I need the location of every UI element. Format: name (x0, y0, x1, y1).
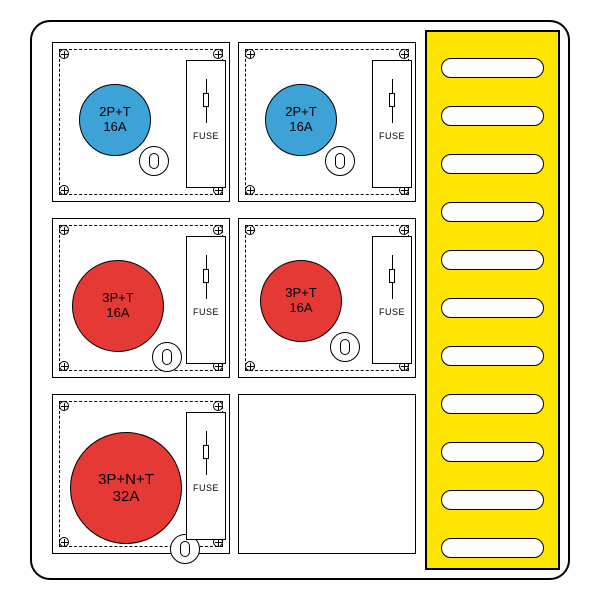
cee-socket[interactable]: 2P+T 16A (79, 84, 151, 156)
blank-panel (238, 394, 416, 554)
fuse-holder[interactable]: FUSE (186, 60, 226, 188)
fuse-cartridge-icon (203, 445, 209, 459)
screw-icon (399, 49, 409, 59)
fuse-holder[interactable]: FUSE (186, 236, 226, 364)
socket-rating-label: 2P+T 16A (80, 105, 150, 135)
socket-latch[interactable] (330, 332, 360, 362)
fuse-label: FUSE (373, 131, 411, 141)
socket-module-row2-col2: 3P+T 16A FUSE (238, 218, 416, 378)
fuse-label: FUSE (373, 307, 411, 317)
socket-module-row1-col1: 2P+T 16A FUSE (52, 42, 230, 202)
module-inner: 3P+T 16A FUSE (59, 225, 223, 371)
latch-handle-icon (340, 339, 350, 355)
fuse-label: FUSE (187, 131, 225, 141)
screw-icon (245, 225, 255, 235)
din-rail-panel (425, 30, 560, 570)
socket-latch[interactable] (325, 146, 355, 176)
socket-module-row2-col1: 3P+T 16A FUSE (52, 218, 230, 378)
module-inner: 2P+T 16A FUSE (59, 49, 223, 195)
fuse-cartridge-icon (203, 93, 209, 107)
screw-icon (213, 49, 223, 59)
screw-icon (213, 225, 223, 235)
screw-icon (59, 537, 69, 547)
fuse-label: FUSE (187, 307, 225, 317)
socket-latch[interactable] (152, 342, 182, 372)
socket-latch[interactable] (139, 146, 169, 176)
latch-handle-icon (149, 153, 159, 169)
din-slot (441, 442, 544, 462)
socket-rating-label: 3P+T 16A (261, 286, 341, 316)
screw-icon (59, 185, 69, 195)
din-slot (441, 154, 544, 174)
latch-handle-icon (180, 541, 190, 557)
screw-icon (59, 401, 69, 411)
screw-icon (59, 225, 69, 235)
din-slot (441, 298, 544, 318)
din-slot (441, 202, 544, 222)
latch-handle-icon (335, 153, 345, 169)
screw-icon (213, 401, 223, 411)
din-slot (441, 490, 544, 510)
din-slot (441, 250, 544, 270)
din-slot (441, 538, 544, 558)
socket-rating-label: 3P+T 16A (73, 291, 163, 321)
socket-rating-label: 2P+T 16A (266, 105, 336, 135)
screw-icon (59, 49, 69, 59)
module-inner: 2P+T 16A FUSE (245, 49, 409, 195)
fuse-cartridge-icon (203, 269, 209, 283)
cee-socket[interactable]: 3P+T 16A (72, 260, 164, 352)
din-slot (441, 106, 544, 126)
fuse-cartridge-icon (389, 93, 395, 107)
din-slot (441, 346, 544, 366)
din-slot (441, 58, 544, 78)
screw-icon (399, 225, 409, 235)
socket-module-row3-col1: 3P+N+T 32A FUSE (52, 394, 230, 554)
fuse-holder[interactable]: FUSE (372, 60, 412, 188)
screw-icon (59, 361, 69, 371)
din-slot (441, 394, 544, 414)
fuse-label: FUSE (187, 483, 225, 493)
module-inner: 3P+N+T 32A FUSE (59, 401, 223, 547)
fuse-holder[interactable]: FUSE (372, 236, 412, 364)
cee-socket[interactable]: 2P+T 16A (265, 84, 337, 156)
fuse-cartridge-icon (389, 269, 395, 283)
socket-module-row1-col2: 2P+T 16A FUSE (238, 42, 416, 202)
screw-icon (245, 185, 255, 195)
fuse-holder[interactable]: FUSE (186, 412, 226, 540)
socket-rating-label: 3P+N+T 32A (71, 471, 181, 506)
cee-socket[interactable]: 3P+T 16A (260, 260, 342, 342)
latch-handle-icon (162, 349, 172, 365)
module-inner: 3P+T 16A FUSE (245, 225, 409, 371)
screw-icon (245, 49, 255, 59)
cee-socket[interactable]: 3P+N+T 32A (70, 432, 182, 544)
screw-icon (245, 361, 255, 371)
